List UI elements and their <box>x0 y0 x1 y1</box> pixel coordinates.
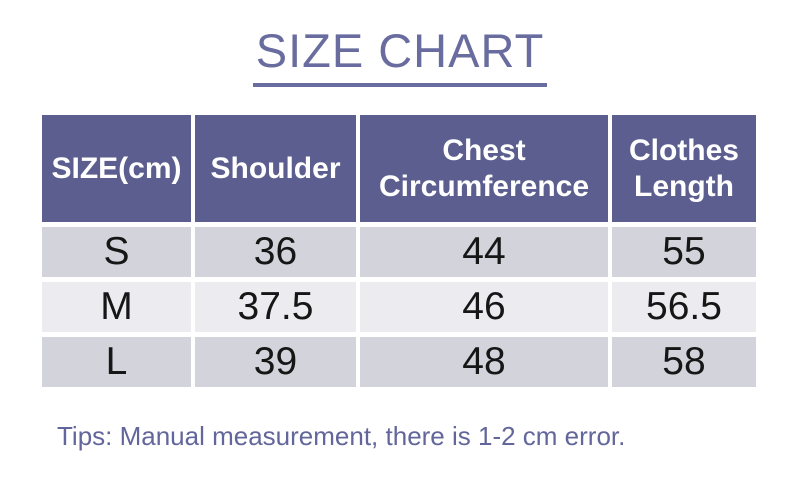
size-table: SIZE(cm) Shoulder Chest Circumference Cl… <box>38 110 760 392</box>
table-header-row: SIZE(cm) Shoulder Chest Circumference Cl… <box>42 115 756 222</box>
cell-length: 56.5 <box>612 282 756 332</box>
cell-shoulder: 37.5 <box>195 282 356 332</box>
page-title: SIZE CHART <box>0 24 800 88</box>
column-header-clothes-length: Clothes Length <box>612 115 756 222</box>
cell-size: S <box>42 227 191 277</box>
table-row-m: M 37.5 46 56.5 <box>42 282 756 332</box>
page-title-text: SIZE CHART <box>252 24 548 88</box>
cell-chest: 44 <box>360 227 608 277</box>
cell-chest: 48 <box>360 337 608 387</box>
cell-size: M <box>42 282 191 332</box>
table-row-s: S 36 44 55 <box>42 227 756 277</box>
cell-size: L <box>42 337 191 387</box>
tips-note: Tips: Manual measurement, there is 1-2 c… <box>57 421 626 451</box>
table-row-l: L 39 48 58 <box>42 337 756 387</box>
cell-shoulder: 39 <box>195 337 356 387</box>
column-header-size: SIZE(cm) <box>42 115 191 222</box>
cell-length: 55 <box>612 227 756 277</box>
cell-chest: 46 <box>360 282 608 332</box>
column-header-shoulder: Shoulder <box>195 115 356 222</box>
cell-shoulder: 36 <box>195 227 356 277</box>
size-chart-table: SIZE(cm) Shoulder Chest Circumference Cl… <box>38 110 760 392</box>
column-header-chest-circumference: Chest Circumference <box>360 115 608 222</box>
cell-length: 58 <box>612 337 756 387</box>
